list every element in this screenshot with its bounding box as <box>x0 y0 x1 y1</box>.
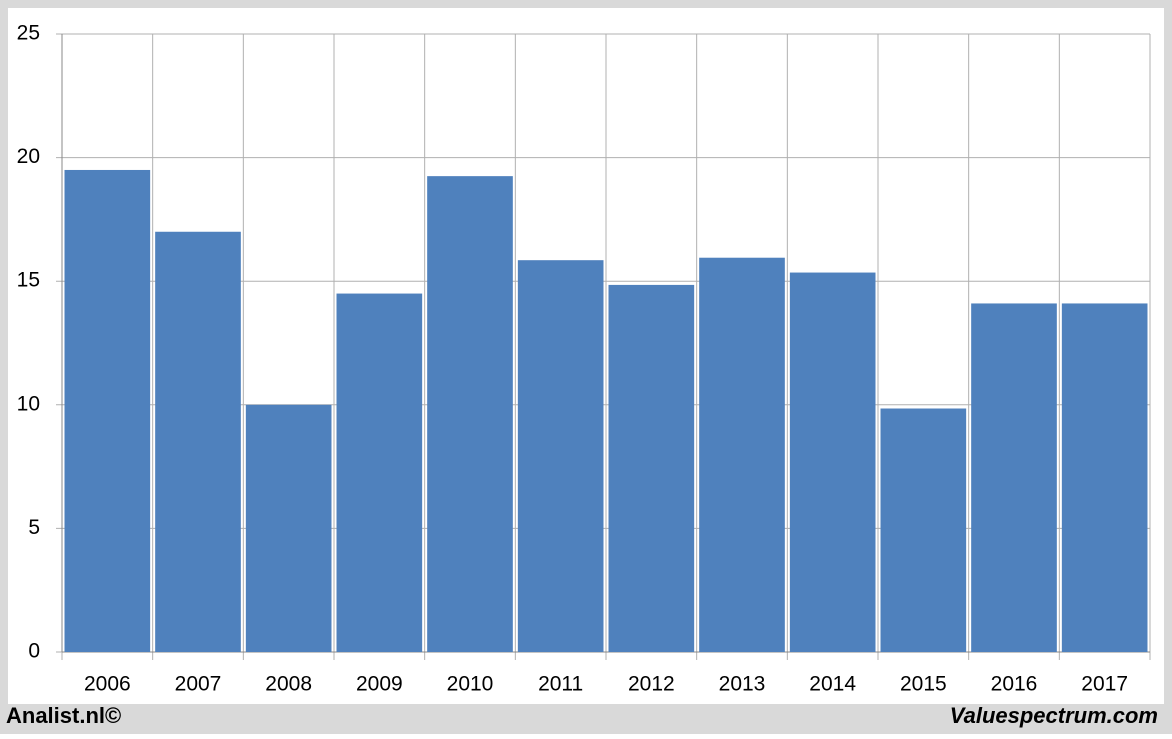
bar <box>336 293 423 652</box>
x-tick-label: 2016 <box>991 673 1038 696</box>
bar <box>64 169 151 652</box>
y-tick-label: 25 <box>17 22 40 45</box>
x-tick-label: 2017 <box>1081 673 1128 696</box>
y-tick-label: 0 <box>28 640 40 663</box>
y-tick-label: 15 <box>17 269 40 292</box>
bar <box>699 257 785 652</box>
x-tick-label: 2010 <box>447 673 494 696</box>
bar <box>517 260 604 652</box>
bar <box>608 284 695 652</box>
x-tick-label: 2009 <box>356 673 403 696</box>
x-tick-label: 2007 <box>175 673 222 696</box>
bar <box>245 404 332 652</box>
footer-right: Valuespectrum.com <box>950 703 1158 728</box>
y-tick-label: 20 <box>17 145 40 168</box>
x-tick-label: 2006 <box>84 673 131 696</box>
bar <box>880 408 967 652</box>
x-tick-label: 2012 <box>628 673 675 696</box>
bar <box>427 176 513 652</box>
x-tick-label: 2014 <box>809 673 856 696</box>
bar <box>1061 303 1148 652</box>
y-tick-label: 5 <box>28 516 40 539</box>
x-tick-label: 2008 <box>265 673 312 696</box>
x-tick-label: 2013 <box>719 673 766 696</box>
bar <box>155 231 241 652</box>
bar <box>789 272 876 652</box>
y-tick-label: 10 <box>17 392 40 415</box>
x-tick-label: 2011 <box>538 673 583 696</box>
bar <box>971 303 1057 652</box>
x-tick-label: 2015 <box>900 673 947 696</box>
footer-left: Analist.nl© <box>6 703 121 728</box>
